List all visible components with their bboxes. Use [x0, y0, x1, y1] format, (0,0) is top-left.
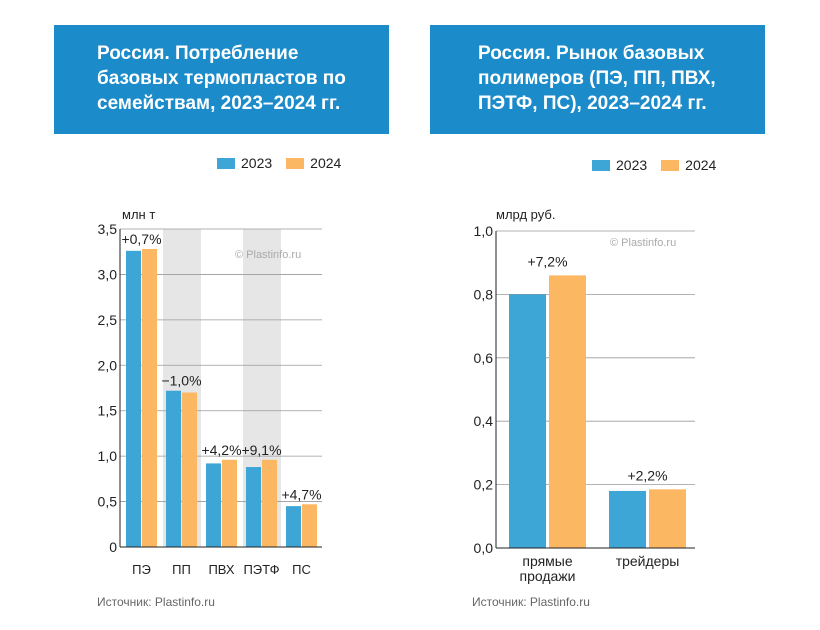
legend-label-2024: 2024	[310, 155, 342, 171]
left-legend: 2023 2024	[217, 155, 355, 171]
legend-swatch-2024	[661, 159, 680, 171]
right-chart-title: Россия. Рынок базовых полимеров (ПЭ, ПП,…	[430, 25, 765, 134]
bar-2024	[649, 489, 686, 548]
left-title-line: базовых термопластов по	[97, 68, 346, 89]
y-tick-label: 0,6	[474, 350, 494, 366]
x-category-label: ПВХ	[208, 562, 234, 577]
y-tick-label: 1,5	[98, 403, 118, 419]
y-tick-label: 1,0	[98, 448, 118, 464]
legend-swatch-2024	[286, 157, 305, 169]
legend-swatch-2023	[592, 159, 610, 171]
y-axis-label: млрд руб.	[496, 207, 555, 222]
legend-label-2023: 2023	[241, 155, 273, 171]
change-label: +7,2%	[527, 253, 567, 269]
y-tick-label: 0,4	[474, 413, 494, 429]
y-tick-label: 0,8	[474, 286, 494, 302]
x-category-label: прямые	[522, 553, 572, 569]
left-chart-title: Россия. Потребление базовых термопластов…	[54, 25, 389, 134]
right-title-line: Россия. Рынок базовых	[478, 43, 705, 64]
change-label: +4,2%	[201, 442, 241, 458]
y-tick-label: 3,5	[98, 221, 118, 237]
right-source-note: Источник: Plastinfo.ru	[472, 595, 590, 609]
y-tick-label: 0	[109, 539, 117, 555]
y-tick-label: 0,2	[474, 477, 494, 493]
change-label: +0,7%	[121, 231, 161, 247]
right-title-line: полимеров (ПЭ, ПП, ПВХ,	[478, 68, 716, 89]
bar-2024	[222, 459, 237, 547]
bar-2023	[286, 506, 301, 547]
bar-2024	[262, 459, 277, 547]
bar-2023	[206, 463, 221, 547]
watermark: © Plastinfo.ru	[610, 237, 676, 249]
left-title-line: Россия. Потребление	[97, 43, 299, 64]
x-category-label: трейдеры	[616, 553, 680, 569]
right-title-line: ПЭТФ, ПС), 2023–2024 гг.	[478, 93, 707, 114]
watermark: © Plastinfo.ru	[235, 249, 301, 261]
left-source-note: Источник: Plastinfo.ru	[97, 595, 215, 609]
x-category-label: ПП	[172, 562, 191, 577]
x-category-label: ПЭ	[132, 562, 151, 577]
bar-2024	[549, 275, 586, 548]
change-label: −1,0%	[161, 373, 201, 389]
bar-2023	[509, 294, 546, 548]
x-category-label: ПС	[292, 562, 311, 577]
right-legend: 2023 2024	[592, 157, 730, 173]
y-tick-label: 2,5	[98, 312, 118, 328]
bar-2023	[609, 490, 646, 548]
x-category-label: продажи	[520, 568, 576, 584]
bar-2023	[126, 250, 141, 547]
y-tick-label: 0,5	[98, 494, 118, 510]
y-axis-label: млн т	[122, 207, 155, 222]
legend-label-2023: 2023	[616, 157, 648, 173]
bar-2024	[302, 504, 317, 547]
change-label: +4,7%	[281, 486, 321, 502]
change-label: +9,1%	[241, 442, 281, 458]
y-tick-label: 3,0	[98, 266, 118, 282]
left-title-line: семействам, 2023–2024 гг.	[97, 93, 341, 114]
y-tick-label: 1,0	[474, 223, 494, 239]
bar-2024	[142, 248, 157, 547]
legend-label-2024: 2024	[685, 157, 717, 173]
bar-2024	[182, 392, 197, 547]
bar-2023	[246, 467, 261, 547]
legend-swatch-2023	[217, 157, 235, 169]
y-tick-label: 2,0	[98, 357, 118, 373]
y-tick-label: 0,0	[474, 540, 494, 556]
x-category-label: ПЭТФ	[243, 562, 279, 577]
bar-2023	[166, 390, 181, 547]
change-label: +2,2%	[627, 467, 667, 483]
